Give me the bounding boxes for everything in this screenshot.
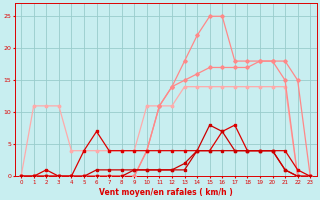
X-axis label: Vent moyen/en rafales ( km/h ): Vent moyen/en rafales ( km/h ) — [99, 188, 233, 197]
